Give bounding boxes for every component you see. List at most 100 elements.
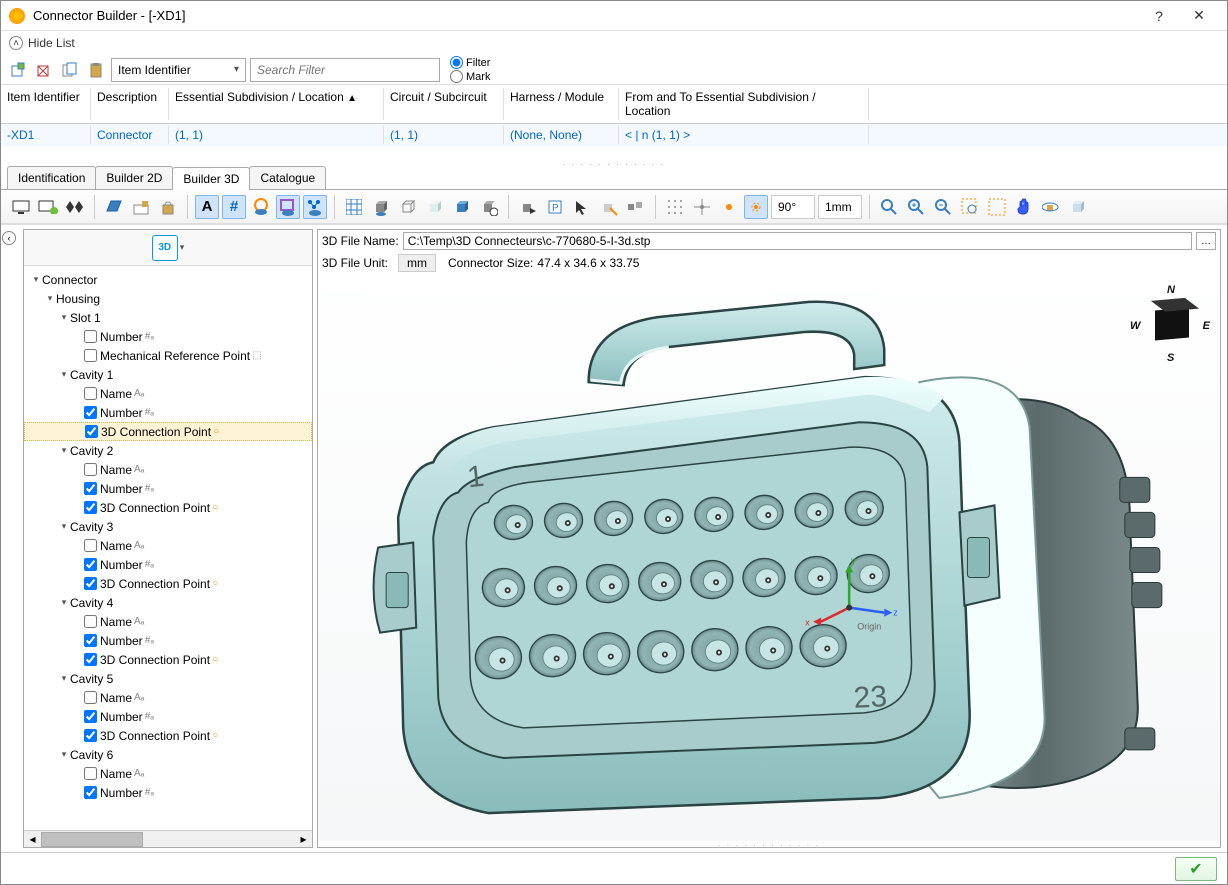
lock-box-icon[interactable] <box>129 195 153 219</box>
table-row[interactable]: -XD1 Connector (1, 1) (1, 1) (None, None… <box>1 124 1227 146</box>
tree-node-cavity-1-number[interactable]: Number#ₐ <box>24 403 312 422</box>
screen-add-icon[interactable] <box>36 195 60 219</box>
identifier-dropdown[interactable]: Item Identifier <box>111 58 246 82</box>
cursor-icon[interactable] <box>570 195 594 219</box>
view-compass[interactable]: N S E W <box>1130 284 1210 364</box>
sun-active-icon[interactable] <box>744 195 768 219</box>
hide-list-bar[interactable]: ˄ Hide List <box>1 31 1227 55</box>
eraser-icon[interactable] <box>102 195 126 219</box>
square-eye-icon[interactable] <box>276 195 300 219</box>
orbit-cube-icon[interactable] <box>1039 195 1063 219</box>
tree-node-cavity-2[interactable]: ▾Cavity 2 <box>24 441 312 460</box>
cube-color-icon[interactable] <box>450 195 474 219</box>
tree-node-slot1-number[interactable]: Number#ₐ <box>24 327 312 346</box>
tree-node-cavity-6-name[interactable]: NameAₐ <box>24 764 312 783</box>
zoom-select-icon[interactable] <box>958 195 982 219</box>
tree-node-cavity-3-name[interactable]: NameAₐ <box>24 536 312 555</box>
compass-cube[interactable] <box>1155 308 1189 341</box>
cube-multi-icon[interactable] <box>624 195 648 219</box>
view-cube-icon[interactable] <box>1066 195 1090 219</box>
viewport-splitter[interactable]: · · · · · · · · · · · · <box>318 841 1220 847</box>
mark-radio[interactable]: Mark <box>450 70 490 84</box>
angle-display[interactable]: 90° <box>771 195 815 219</box>
slot1-number-checkbox[interactable] <box>84 330 97 343</box>
help-button[interactable]: ? <box>1139 2 1179 30</box>
tree-node-slot1[interactable]: ▾Slot 1 <box>24 308 312 327</box>
mech-ref-checkbox[interactable] <box>84 349 97 362</box>
search-input[interactable] <box>250 58 440 82</box>
close-button[interactable]: ✕ <box>1179 2 1219 30</box>
tree-node-cavity-3-number[interactable]: Number#ₐ <box>24 555 312 574</box>
tree-node-cavity-5-name[interactable]: NameAₐ <box>24 688 312 707</box>
tree-node-housing[interactable]: ▾Housing <box>24 289 312 308</box>
browse-file-button[interactable]: … <box>1196 232 1216 250</box>
filter-radio[interactable]: Filter <box>450 56 490 70</box>
zoom-extent-icon[interactable] <box>985 195 1009 219</box>
graph-eye-icon[interactable] <box>303 195 327 219</box>
circle-eye-icon[interactable] <box>249 195 273 219</box>
screen-icon[interactable] <box>9 195 33 219</box>
tree-node-cavity-1[interactable]: ▾Cavity 1 <box>24 365 312 384</box>
zoom-out-icon[interactable] <box>931 195 955 219</box>
copy-icon[interactable] <box>59 59 81 81</box>
tree-node-cavity-4-name[interactable]: NameAₐ <box>24 612 312 631</box>
tree-node-cavity-3-3dconn[interactable]: 3D Connection Point○ <box>24 574 312 593</box>
tree-node-cavity-5-number[interactable]: Number#ₐ <box>24 707 312 726</box>
tree-node-cavity-5-3dconn[interactable]: 3D Connection Point○ <box>24 726 312 745</box>
tree-node-cavity-2-3dconn[interactable]: 3D Connection Point○ <box>24 498 312 517</box>
tree-node-cavity-2-number[interactable]: Number#ₐ <box>24 479 312 498</box>
cube-play-icon[interactable] <box>516 195 540 219</box>
lock-refresh-icon[interactable] <box>156 195 180 219</box>
tree-node-cavity-6-number[interactable]: Number#ₐ <box>24 783 312 802</box>
col-description[interactable]: Description <box>91 88 169 120</box>
cube-light-icon[interactable] <box>423 195 447 219</box>
paste-icon[interactable] <box>85 59 107 81</box>
mark-radio-input[interactable] <box>450 70 463 83</box>
tree-node-cavity-2-name[interactable]: NameAₐ <box>24 460 312 479</box>
unit-value[interactable]: mm <box>398 254 436 272</box>
new-item-icon[interactable] <box>7 59 29 81</box>
ok-button[interactable]: ✔ <box>1175 857 1217 881</box>
tree-node-mech-ref[interactable]: Mechanical Reference Point⬚ <box>24 346 312 365</box>
tree-node-connector[interactable]: ▾Connector <box>24 270 312 289</box>
tree-node-cavity-4-number[interactable]: Number#ₐ <box>24 631 312 650</box>
grid-dots-icon[interactable] <box>663 195 687 219</box>
collapse-tree-button[interactable]: ‹ <box>2 231 16 245</box>
cube-wire-icon[interactable] <box>396 195 420 219</box>
viewport-3d[interactable]: 1 23 <box>318 274 1220 841</box>
tree-node-cavity-4-3dconn[interactable]: 3D Connection Point○ <box>24 650 312 669</box>
tree-node-cavity-3[interactable]: ▾Cavity 3 <box>24 517 312 536</box>
diamond-double-icon[interactable] <box>63 195 87 219</box>
col-circuit[interactable]: Circuit / Subcircuit <box>384 88 504 120</box>
delete-item-icon[interactable] <box>33 59 55 81</box>
tab-catalogue[interactable]: Catalogue <box>249 166 326 189</box>
cube-p-icon[interactable]: P <box>543 195 567 219</box>
grid-icon[interactable] <box>342 195 366 219</box>
cube-select-icon[interactable] <box>477 195 501 219</box>
distance-display[interactable]: 1mm <box>818 195 862 219</box>
hash-icon[interactable]: # <box>222 195 246 219</box>
col-harness[interactable]: Harness / Module <box>504 88 619 120</box>
col-subdivision[interactable]: Essential Subdivision / Location ▲ <box>169 88 384 120</box>
pan-hand-icon[interactable] <box>1012 195 1036 219</box>
col-fromto[interactable]: From and To Essential Subdivision / Loca… <box>619 88 869 120</box>
tab-builder-3d[interactable]: Builder 3D <box>172 167 250 190</box>
text-a-icon[interactable]: A <box>195 195 219 219</box>
col-item-identifier[interactable]: Item Identifier <box>1 88 91 120</box>
filter-radio-input[interactable] <box>450 56 463 69</box>
tree-node-cavity-5[interactable]: ▾Cavity 5 <box>24 669 312 688</box>
tab-builder-2d[interactable]: Builder 2D <box>95 166 173 189</box>
file-name-value[interactable]: C:\Temp\3D Connecteurs\c-770680-5-I-3d.s… <box>403 232 1192 250</box>
tree-body[interactable]: ▾Connector ▾Housing ▾Slot 1 Number#ₐ Mec… <box>24 266 312 830</box>
tree-horizontal-scrollbar[interactable]: ◂▸ <box>24 830 312 847</box>
tree-node-cavity-1-name[interactable]: NameAₐ <box>24 384 312 403</box>
zoom-fit-icon[interactable] <box>877 195 901 219</box>
tree-node-cavity-6[interactable]: ▾Cavity 6 <box>24 745 312 764</box>
cube-arrow-icon[interactable] <box>597 195 621 219</box>
sun-icon[interactable] <box>717 195 741 219</box>
tree-3d-icon[interactable]: 3D <box>152 235 178 261</box>
tree-node-cavity-4[interactable]: ▾Cavity 4 <box>24 593 312 612</box>
tree-node-cavity-1-3dconn[interactable]: 3D Connection Point○ <box>24 422 312 441</box>
zoom-in-icon[interactable] <box>904 195 928 219</box>
crosshair-dots-icon[interactable] <box>690 195 714 219</box>
